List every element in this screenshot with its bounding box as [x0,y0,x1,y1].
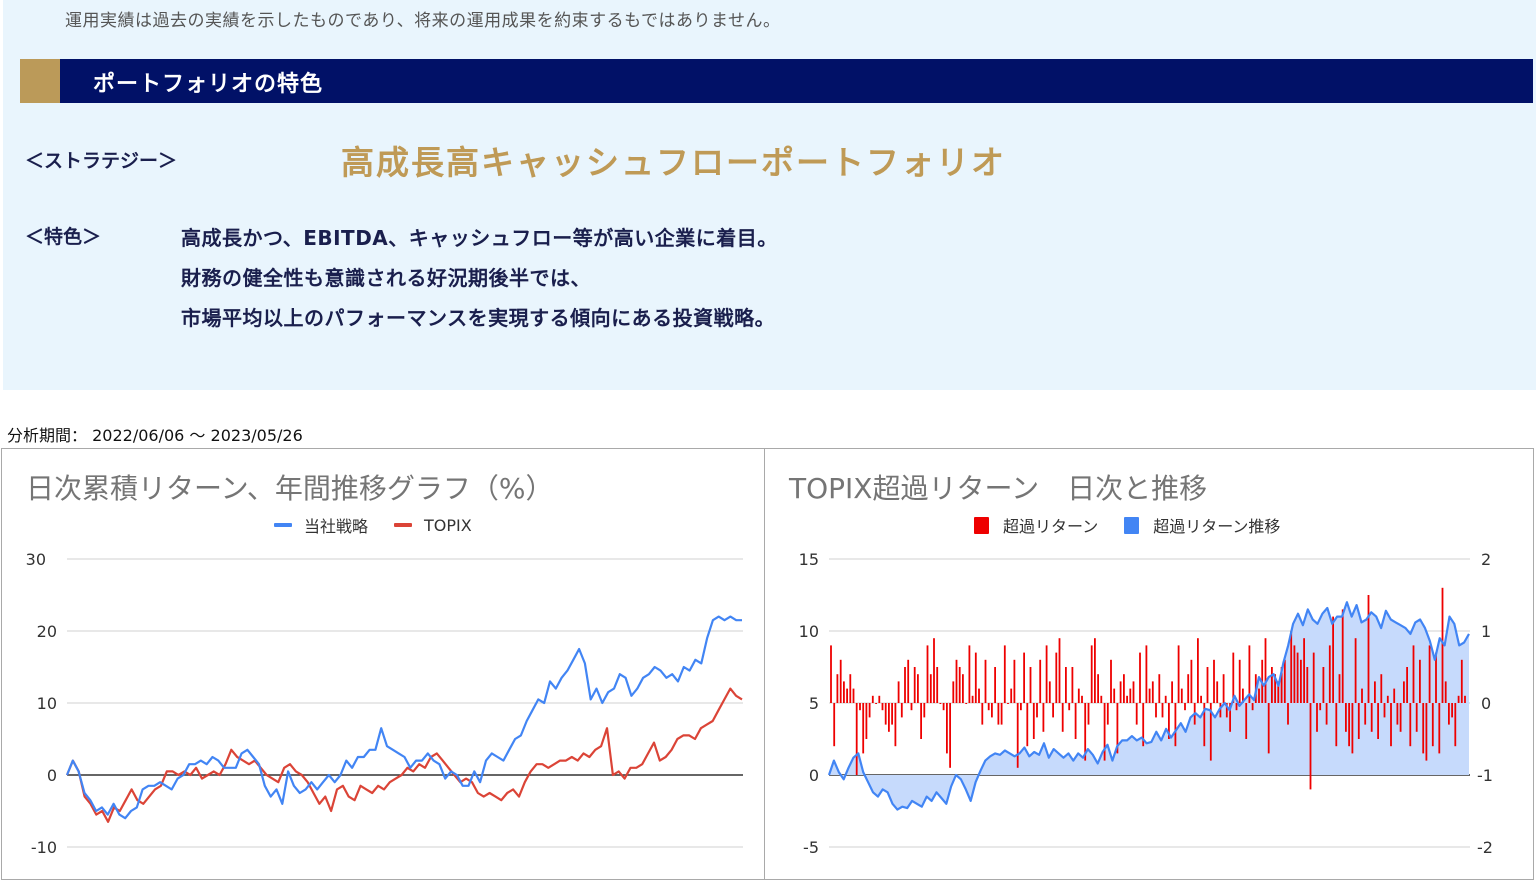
feature-line-1: 高成長かつ、EBITDA、キャッシュフロー等が高い企業に着目。 [181,226,778,250]
legend-line-red-icon [394,523,413,527]
y-tick-left-10: 10 [799,622,819,641]
legend-item-topix[interactable]: TOPIX [394,516,472,535]
period-start: 2022/06/06 [92,426,185,445]
y-tick-0: 0 [47,766,57,785]
period-end: 2023/05/26 [210,426,303,445]
legend-line-blue-icon [274,523,292,527]
y-tick-20: 20 [37,622,57,641]
topix-series-line[interactable] [65,687,743,823]
cumulative-return-chart: 日次累積リターン、年間推移グラフ（%） 当社戦略 TOPIX 30 20 10 … [1,448,765,880]
disclaimer-text: 運用実績は過去の実績を示したものであり、将来の運用成果を約束するもではありません… [65,11,781,31]
y-tick-left-0: 0 [809,766,819,785]
legend-label-topix: TOPIX [424,515,472,535]
strategy-label: ＜ストラテジー＞ [25,150,178,172]
y-tick-left-15: 15 [799,550,819,569]
y-gridlines [67,558,743,848]
cumulative-return-plot: 30 20 10 0 -10 [26,550,743,857]
portfolio-info-panel: 運用実績は過去の実績を示したものであり、将来の運用成果を約束するもではありません… [3,0,1536,390]
strategy-series-line[interactable] [65,615,742,820]
legend-square-blue-icon [1124,516,1140,534]
feature-line-3: 市場平均以上のパフォーマンスを実現する傾向にある投資戦略。 [181,306,776,330]
section-title: ポートフォリオの特色 [93,72,324,97]
legend-label-excess-daily: 超過リターン [1003,517,1099,536]
excess-return-chart: TOPIX超過リターン 日次と推移 超過リターン 超過リターン推移 15 10 … [764,448,1534,880]
analysis-period: 分析期間： 2022/06/06 ～ 2023/05/26 [7,422,303,446]
legend-item-strategy[interactable]: 当社戦略 [274,513,368,537]
y-tick-left-minus5: -5 [803,838,819,857]
chart-legend-excess: 超過リターン 超過リターン推移 [974,513,1306,537]
excess-return-plot: 15 10 5 0 -5 2 1 0 -1 -2 [799,550,1493,857]
excess-trend-line[interactable] [827,601,1470,811]
y-tick-right-1: 1 [1481,622,1491,641]
y-tick-right-0: 0 [1481,694,1491,713]
legend-label-excess-trend: 超過リターン推移 [1153,517,1281,536]
y-tick-left-5: 5 [809,694,819,713]
y-tick-right-2: 2 [1481,550,1491,569]
chart-title-cumulative: 日次累積リターン、年間推移グラフ（%） [26,472,554,505]
section-header-accent [20,59,60,103]
feature-label: ＜特色＞ [25,226,102,248]
y-tick-minus10: -10 [31,838,57,857]
chart-title-excess: TOPIX超過リターン 日次と推移 [789,472,1208,505]
y-tick-10: 10 [37,694,57,713]
strategy-name: 高成長高キャッシュフローポートフォリオ [341,143,1006,182]
feature-line-2: 財務の健全性も意識される好況期後半では、 [181,266,591,290]
y-tick-30: 30 [26,550,46,569]
period-label: 分析期間： [7,426,88,445]
chart-legend-cumulative: 当社戦略 TOPIX [274,513,498,537]
legend-item-excess-trend[interactable]: 超過リターン推移 [1124,513,1280,537]
y-tick-right-minus1: -1 [1477,766,1493,785]
legend-label-strategy: 当社戦略 [304,517,369,536]
period-separator: ～ [189,426,206,445]
legend-item-excess-daily[interactable]: 超過リターン [974,513,1098,537]
y-tick-right-minus2: -2 [1477,838,1493,857]
legend-square-red-icon [974,516,989,534]
section-header-band: ポートフォリオの特色 [20,59,1533,103]
excess-daily-bars[interactable] [830,587,1466,790]
